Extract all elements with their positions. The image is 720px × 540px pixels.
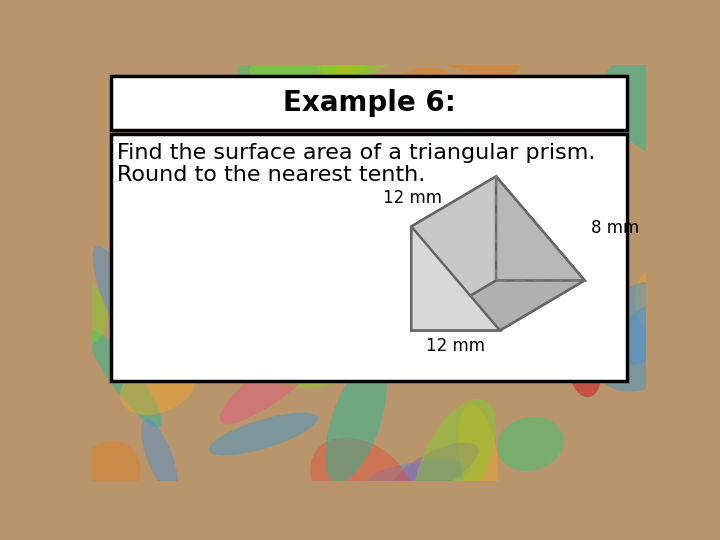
FancyBboxPatch shape bbox=[111, 76, 627, 130]
Ellipse shape bbox=[125, 166, 194, 232]
Ellipse shape bbox=[275, 286, 333, 352]
Ellipse shape bbox=[414, 399, 496, 524]
Ellipse shape bbox=[73, 441, 140, 511]
Ellipse shape bbox=[387, 68, 450, 99]
Ellipse shape bbox=[589, 281, 692, 392]
Ellipse shape bbox=[366, 460, 472, 490]
Ellipse shape bbox=[325, 359, 387, 483]
Text: Round to the nearest tenth.: Round to the nearest tenth. bbox=[117, 165, 426, 185]
Ellipse shape bbox=[93, 246, 154, 369]
Ellipse shape bbox=[428, 92, 481, 144]
Ellipse shape bbox=[249, 48, 371, 85]
Ellipse shape bbox=[282, 190, 395, 310]
Text: 12 mm: 12 mm bbox=[383, 188, 442, 207]
Ellipse shape bbox=[366, 253, 480, 324]
Ellipse shape bbox=[567, 343, 601, 397]
Polygon shape bbox=[411, 280, 585, 330]
Ellipse shape bbox=[220, 339, 329, 424]
Ellipse shape bbox=[158, 213, 248, 294]
Polygon shape bbox=[411, 177, 496, 330]
Ellipse shape bbox=[170, 189, 261, 288]
Ellipse shape bbox=[88, 330, 162, 428]
Ellipse shape bbox=[317, 25, 407, 79]
Text: 12 mm: 12 mm bbox=[426, 337, 485, 355]
Ellipse shape bbox=[120, 360, 196, 415]
Ellipse shape bbox=[139, 215, 238, 338]
Ellipse shape bbox=[458, 404, 498, 508]
Ellipse shape bbox=[421, 309, 505, 375]
Ellipse shape bbox=[35, 272, 107, 349]
Ellipse shape bbox=[497, 417, 563, 471]
Ellipse shape bbox=[390, 442, 479, 497]
Polygon shape bbox=[411, 226, 500, 330]
Ellipse shape bbox=[601, 58, 719, 161]
Ellipse shape bbox=[141, 419, 178, 495]
FancyBboxPatch shape bbox=[111, 134, 627, 381]
Ellipse shape bbox=[395, 14, 521, 76]
Text: Example 6:: Example 6: bbox=[282, 89, 456, 117]
Ellipse shape bbox=[209, 413, 318, 456]
Ellipse shape bbox=[331, 0, 386, 97]
Ellipse shape bbox=[330, 182, 426, 255]
Ellipse shape bbox=[310, 437, 415, 534]
Ellipse shape bbox=[146, 181, 224, 267]
Ellipse shape bbox=[521, 315, 599, 377]
Text: 8 mm: 8 mm bbox=[590, 219, 639, 238]
Ellipse shape bbox=[249, 288, 387, 388]
Ellipse shape bbox=[238, 34, 317, 104]
Ellipse shape bbox=[319, 42, 377, 112]
Ellipse shape bbox=[634, 266, 685, 335]
Polygon shape bbox=[496, 177, 585, 280]
Text: Find the surface area of a triangular prism.: Find the surface area of a triangular pr… bbox=[117, 143, 595, 163]
Ellipse shape bbox=[618, 306, 666, 365]
Polygon shape bbox=[411, 177, 585, 330]
